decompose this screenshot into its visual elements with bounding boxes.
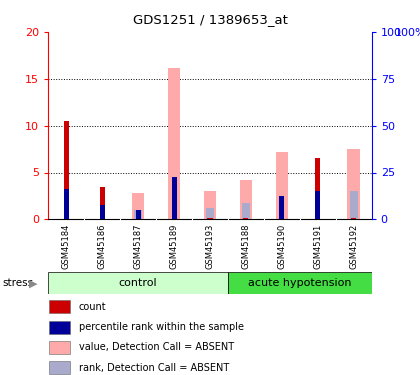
Text: GSM45188: GSM45188: [241, 224, 250, 269]
Bar: [49, 300, 69, 313]
Bar: [276, 152, 288, 219]
Bar: [228, 272, 372, 294]
Bar: [49, 321, 69, 334]
Bar: [350, 191, 358, 219]
Bar: [204, 191, 216, 219]
Text: ▶: ▶: [29, 279, 37, 288]
Text: value, Detection Call = ABSENT: value, Detection Call = ABSENT: [79, 342, 234, 352]
Text: GSM45186: GSM45186: [98, 224, 107, 269]
Bar: [48, 272, 228, 294]
Bar: [351, 218, 356, 219]
Bar: [240, 180, 252, 219]
Text: acute hypotension: acute hypotension: [248, 278, 352, 288]
Bar: [171, 177, 176, 219]
Bar: [64, 121, 69, 219]
Text: count: count: [79, 302, 107, 312]
Bar: [279, 196, 284, 219]
Text: GSM45184: GSM45184: [62, 224, 71, 269]
Bar: [49, 362, 69, 374]
Bar: [136, 210, 141, 219]
Bar: [207, 218, 213, 219]
Bar: [315, 191, 320, 219]
Text: percentile rank within the sample: percentile rank within the sample: [79, 322, 244, 332]
Bar: [244, 218, 249, 219]
Bar: [206, 208, 214, 219]
Text: GSM45191: GSM45191: [313, 224, 322, 269]
Bar: [134, 210, 142, 219]
Text: rank, Detection Call = ABSENT: rank, Detection Call = ABSENT: [79, 363, 229, 373]
Bar: [64, 189, 69, 219]
Bar: [171, 218, 176, 219]
Y-axis label: 100%: 100%: [395, 28, 420, 38]
Text: GSM45189: GSM45189: [170, 224, 178, 269]
Text: GSM45192: GSM45192: [349, 224, 358, 269]
Bar: [242, 202, 250, 219]
Text: GSM45190: GSM45190: [277, 224, 286, 269]
Bar: [279, 218, 284, 219]
Bar: [168, 68, 180, 219]
Bar: [49, 341, 69, 354]
Text: GDS1251 / 1389653_at: GDS1251 / 1389653_at: [133, 13, 287, 26]
Bar: [347, 149, 360, 219]
Text: GSM45193: GSM45193: [205, 224, 215, 269]
Bar: [100, 187, 105, 219]
Text: control: control: [119, 278, 158, 288]
Bar: [100, 206, 105, 219]
Text: stress: stress: [2, 279, 33, 288]
Bar: [132, 193, 144, 219]
Text: GSM45187: GSM45187: [134, 224, 143, 269]
Bar: [136, 218, 141, 219]
Bar: [315, 158, 320, 219]
